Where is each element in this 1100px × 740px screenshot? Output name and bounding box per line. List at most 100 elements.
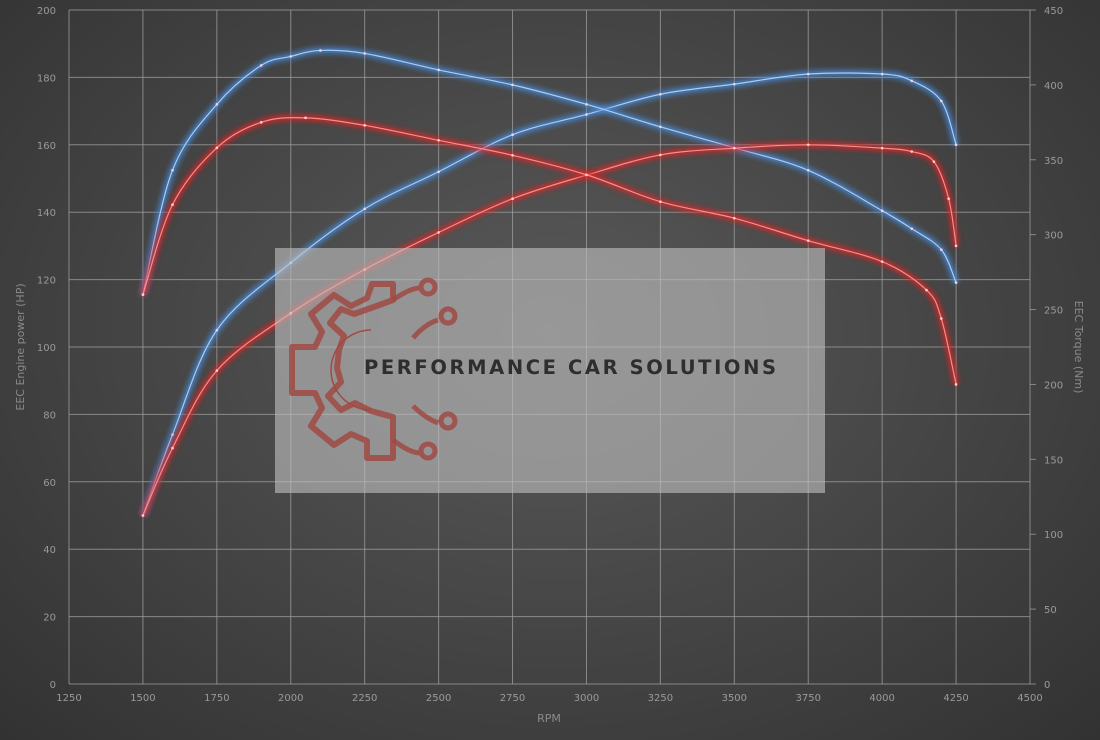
- tuned-torque-point: [939, 248, 943, 251]
- y2-tick-label: 350: [1044, 156, 1063, 167]
- y-tick-label: 40: [43, 545, 56, 556]
- x-tick-label: 2000: [278, 693, 303, 704]
- stock-power-point: [437, 231, 440, 234]
- stock-power-point: [880, 146, 884, 150]
- x-tick-label: 1250: [56, 693, 81, 704]
- tuned-torque-point: [215, 103, 219, 106]
- series-layer: [140, 47, 959, 517]
- stock-power-point: [215, 369, 219, 372]
- y2-tick-label: 100: [1044, 530, 1063, 541]
- tuned-power-point: [363, 207, 366, 211]
- tuned-torque-point: [511, 83, 514, 87]
- stock-power-point: [659, 153, 662, 157]
- tuned-torque-point: [319, 49, 322, 52]
- x-axis-label: RPM: [537, 712, 561, 725]
- x-tick-label: 3500: [722, 693, 747, 704]
- stock-torque-point: [437, 139, 440, 142]
- tuned-torque-point: [659, 125, 662, 129]
- y-tick-label: 60: [43, 478, 56, 489]
- tuned-power-point: [806, 72, 810, 76]
- stock-torque-point: [215, 146, 219, 150]
- gear-logo-icon: [289, 277, 458, 461]
- y2-tick-label: 450: [1044, 6, 1063, 17]
- x-tick-label: 3750: [796, 693, 821, 704]
- watermark-text: PERFORMANCE CAR SOLUTIONS: [364, 356, 779, 379]
- tuned-power-point: [215, 328, 219, 332]
- stock-torque-point: [939, 317, 943, 320]
- tuned-torque-point: [363, 52, 366, 55]
- y-tick-label: 180: [37, 73, 56, 84]
- stock-power-point: [806, 143, 810, 147]
- stock-torque-point: [880, 260, 884, 263]
- watermark: PERFORMANCE CAR SOLUTIONS: [275, 248, 825, 493]
- y-axis-label: EEC Engine power (HP): [14, 283, 27, 410]
- stock-torque-point: [141, 293, 145, 296]
- stock-power-point: [910, 150, 914, 153]
- x-tick-label: 4000: [869, 693, 894, 704]
- tuned-torque-point: [289, 55, 293, 58]
- axis-ticks: 1250 1500 1750 2000 2250 2500 2750 3000 3250 3500…: [37, 6, 1063, 704]
- y-tick-label: 200: [37, 6, 56, 17]
- x-tick-label: 2250: [352, 693, 377, 704]
- y2-tick-label: 400: [1044, 81, 1063, 92]
- y-tick-label: 0: [50, 680, 56, 691]
- x-tick-label: 2500: [426, 693, 451, 704]
- tuned-power-line: [142, 72, 957, 516]
- tuned-torque-point: [910, 227, 914, 230]
- y2-tick-label: 300: [1044, 231, 1063, 242]
- stock-power-point: [141, 514, 145, 517]
- tuned-power-point: [585, 113, 588, 116]
- tuned-torque-point: [880, 209, 884, 213]
- y2-tick-label: 0: [1044, 680, 1050, 691]
- tuned-power-point: [880, 72, 884, 76]
- y-tick-label: 140: [37, 208, 56, 219]
- y-tick-label: 160: [37, 141, 56, 152]
- x-tick-label: 3000: [574, 693, 599, 704]
- stock-torque-point: [659, 200, 662, 204]
- stock-torque-point: [806, 239, 810, 242]
- x-tick-label: 4500: [1017, 693, 1042, 704]
- tuned-torque-point: [171, 168, 174, 172]
- stock-power-point: [932, 160, 936, 163]
- stock-torque-point: [511, 153, 514, 157]
- x-tick-label: 3250: [648, 693, 673, 704]
- y2-tick-label: 50: [1044, 605, 1057, 616]
- y2-axis-label: EEC Torque (Nm): [1072, 301, 1085, 394]
- tuned-power-point: [511, 133, 514, 136]
- tuned-power-point: [939, 99, 943, 103]
- x-tick-label: 1500: [130, 693, 155, 704]
- stock-torque-point: [954, 383, 958, 386]
- stock-torque-point: [259, 121, 263, 124]
- x-tick-label: 2750: [500, 693, 525, 704]
- tuned-power-point: [437, 170, 440, 174]
- tuned-power-point: [659, 92, 662, 96]
- tuned-power-point: [171, 433, 174, 436]
- stock-power-point: [947, 197, 950, 201]
- tuned-torque-point: [954, 281, 958, 284]
- stock-torque-point: [363, 124, 366, 127]
- y2-tick-label: 250: [1044, 306, 1063, 317]
- stock-torque-line: [142, 117, 957, 385]
- tuned-torque-point: [437, 68, 440, 72]
- x-tick-label: 4250: [943, 693, 968, 704]
- y-tick-label: 20: [43, 613, 56, 624]
- stock-torque-point: [585, 173, 588, 177]
- y2-tick-label: 150: [1044, 455, 1063, 466]
- stock-power-point: [733, 146, 736, 150]
- tuned-power-point: [954, 143, 958, 147]
- y-tick-label: 120: [37, 276, 56, 287]
- x-tick-label: 1750: [204, 693, 229, 704]
- stock-power-point: [511, 197, 514, 201]
- stock-torque-point: [925, 288, 928, 292]
- tuned-power-point: [910, 79, 914, 83]
- tuned-torque-point: [806, 168, 810, 172]
- stock-torque-point: [304, 116, 307, 120]
- tuned-power-point: [733, 82, 736, 86]
- tuned-torque-point: [259, 64, 263, 67]
- stock-torque-point: [733, 216, 736, 220]
- tuned-torque-point: [585, 103, 588, 106]
- stock-power-point: [954, 244, 958, 248]
- y2-tick-label: 200: [1044, 380, 1063, 391]
- y-tick-label: 80: [43, 410, 56, 421]
